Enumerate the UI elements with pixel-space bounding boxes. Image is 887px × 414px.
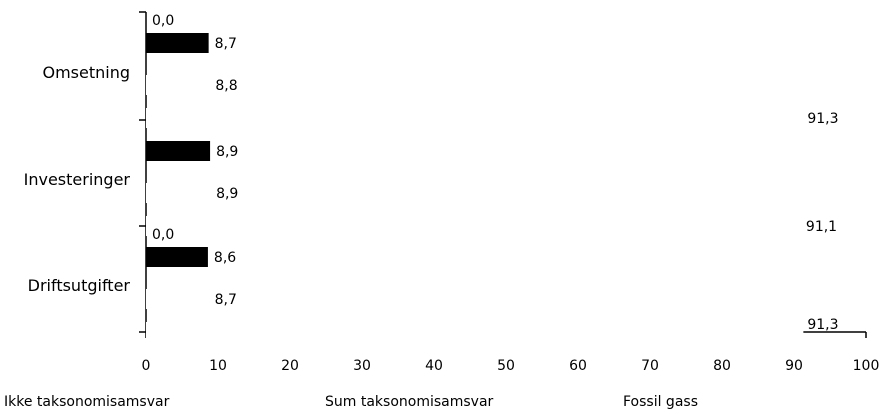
- data-label-sum-taksonomisamsvar-omsetning: 8,7: [215, 36, 237, 52]
- data-label-fossil-gass-omsetning: 0,0: [152, 13, 174, 29]
- category-label-driftsutgifter: Driftsutgifter: [28, 276, 131, 295]
- x-tick-label-60: 60: [569, 358, 587, 374]
- bar-sum-taksonomisamsvar-driftsutgifter: [146, 247, 208, 267]
- x-tick-label-50: 50: [497, 358, 515, 374]
- chart-axes: [139, 11, 867, 338]
- x-tick-label-40: 40: [425, 358, 443, 374]
- x-tick-labels: 0 10 20 30 40 50 60 70 80 90 100: [142, 358, 880, 374]
- x-tick-label-10: 10: [209, 358, 227, 374]
- x-tick-label-70: 70: [641, 358, 659, 374]
- category-labels: Omsetning Investeringer Driftsutgifter: [24, 63, 131, 295]
- bar-series-3-investeringer: [146, 183, 211, 203]
- x-tick-label-30: 30: [353, 358, 371, 374]
- category-label-investeringer: Investeringer: [24, 170, 131, 189]
- bar-ikke-taksonomisamsvar-driftsutgifter: [146, 322, 804, 342]
- bar-ikke-taksonomisamsvar-omsetning: [146, 108, 804, 128]
- chart-legend: Ikke taksonomisamsvar Sum taksonomisamsv…: [0, 394, 887, 414]
- legend-item-sum-taksonomisamsvar: Sum taksonomisamsvar: [325, 394, 494, 410]
- bar-series-3-driftsutgifter: [146, 289, 209, 309]
- data-label-ikke-taksonomisamsvar-omsetning: 91,3: [807, 111, 838, 127]
- data-label-fossil-gass-driftsutgifter: 0,0: [152, 227, 174, 243]
- x-tick-label-0: 0: [142, 358, 151, 374]
- bar-sum-taksonomisamsvar-omsetning: [146, 33, 209, 53]
- data-label-sum-taksonomisamsvar-investeringer: 8,9: [216, 144, 238, 160]
- category-label-omsetning: Omsetning: [42, 63, 130, 82]
- data-label-ikke-taksonomisamsvar-driftsutgifter: 91,3: [807, 317, 838, 333]
- x-tick-label-90: 90: [785, 358, 803, 374]
- data-label-series-3-investeringer: 8,9: [216, 186, 238, 202]
- bar-ikke-taksonomisamsvar-investeringer: [146, 216, 802, 236]
- legend-item-fossil-gass: Fossil gass: [623, 394, 698, 410]
- bar-sum-taksonomisamsvar-investeringer: [146, 141, 211, 161]
- x-tick-label-80: 80: [713, 358, 731, 374]
- x-tick-label-20: 20: [281, 358, 299, 374]
- bar-series-3-omsetning: [146, 75, 210, 95]
- chart-bars: [146, 33, 804, 342]
- data-label-sum-taksonomisamsvar-driftsutgifter: 8,6: [214, 250, 236, 266]
- data-label-ikke-taksonomisamsvar-investeringer: 91,1: [806, 219, 837, 235]
- legend-item-ikke-taksonomisamsvar: Ikke taksonomisamsvar: [4, 394, 170, 410]
- data-label-series-3-driftsutgifter: 8,7: [215, 292, 237, 308]
- data-labels: 0,0 0,0 8,7 8,9 8,6 8,8 8,9 8,7 91,3 91,1 91,3: [152, 13, 839, 333]
- x-tick-label-100: 100: [853, 358, 880, 374]
- data-label-series-3-omsetning: 8,8: [215, 78, 237, 94]
